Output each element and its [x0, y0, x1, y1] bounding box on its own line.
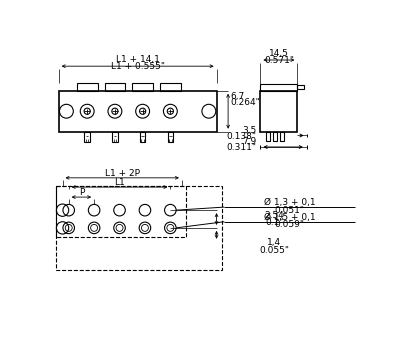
- Text: 0.571": 0.571": [264, 56, 294, 65]
- Text: 7,9: 7,9: [242, 137, 256, 146]
- Bar: [273, 132, 277, 141]
- Bar: [132, 83, 153, 91]
- Bar: [56, 186, 186, 237]
- Bar: [160, 83, 181, 91]
- Text: 0.051": 0.051": [275, 206, 305, 215]
- Text: 1,4: 1,4: [267, 238, 281, 247]
- Text: 0.264": 0.264": [230, 98, 260, 107]
- Text: 0.138": 0.138": [226, 132, 256, 141]
- Text: L1 + 14,1: L1 + 14,1: [116, 55, 160, 64]
- Bar: [59, 91, 216, 132]
- Text: 3,5: 3,5: [242, 126, 256, 135]
- Text: 2,54: 2,54: [264, 211, 284, 220]
- Text: P: P: [79, 188, 84, 197]
- Bar: [56, 186, 222, 270]
- Bar: [77, 83, 98, 91]
- Text: L1: L1: [114, 178, 125, 187]
- Bar: [112, 132, 118, 142]
- Text: 0.059": 0.059": [275, 220, 305, 229]
- Bar: [280, 132, 284, 141]
- Text: 14,5: 14,5: [269, 48, 289, 57]
- Bar: [266, 132, 270, 141]
- Bar: [297, 85, 304, 89]
- Text: 0.311": 0.311": [226, 143, 256, 152]
- Bar: [260, 91, 297, 132]
- Text: L1 + 0.555": L1 + 0.555": [111, 62, 165, 71]
- Text: L1 + 2P: L1 + 2P: [105, 169, 140, 178]
- Text: Ø 1,3 + 0,1: Ø 1,3 + 0,1: [264, 198, 316, 207]
- Bar: [104, 83, 125, 91]
- Bar: [168, 132, 173, 142]
- Text: 0.055": 0.055": [259, 246, 289, 255]
- Text: 6,7: 6,7: [230, 92, 245, 101]
- Bar: [140, 132, 145, 142]
- Bar: [84, 132, 90, 142]
- Bar: [260, 84, 297, 91]
- Text: 0.1": 0.1": [265, 218, 284, 227]
- Text: Ø 1,5 + 0,1: Ø 1,5 + 0,1: [264, 213, 316, 222]
